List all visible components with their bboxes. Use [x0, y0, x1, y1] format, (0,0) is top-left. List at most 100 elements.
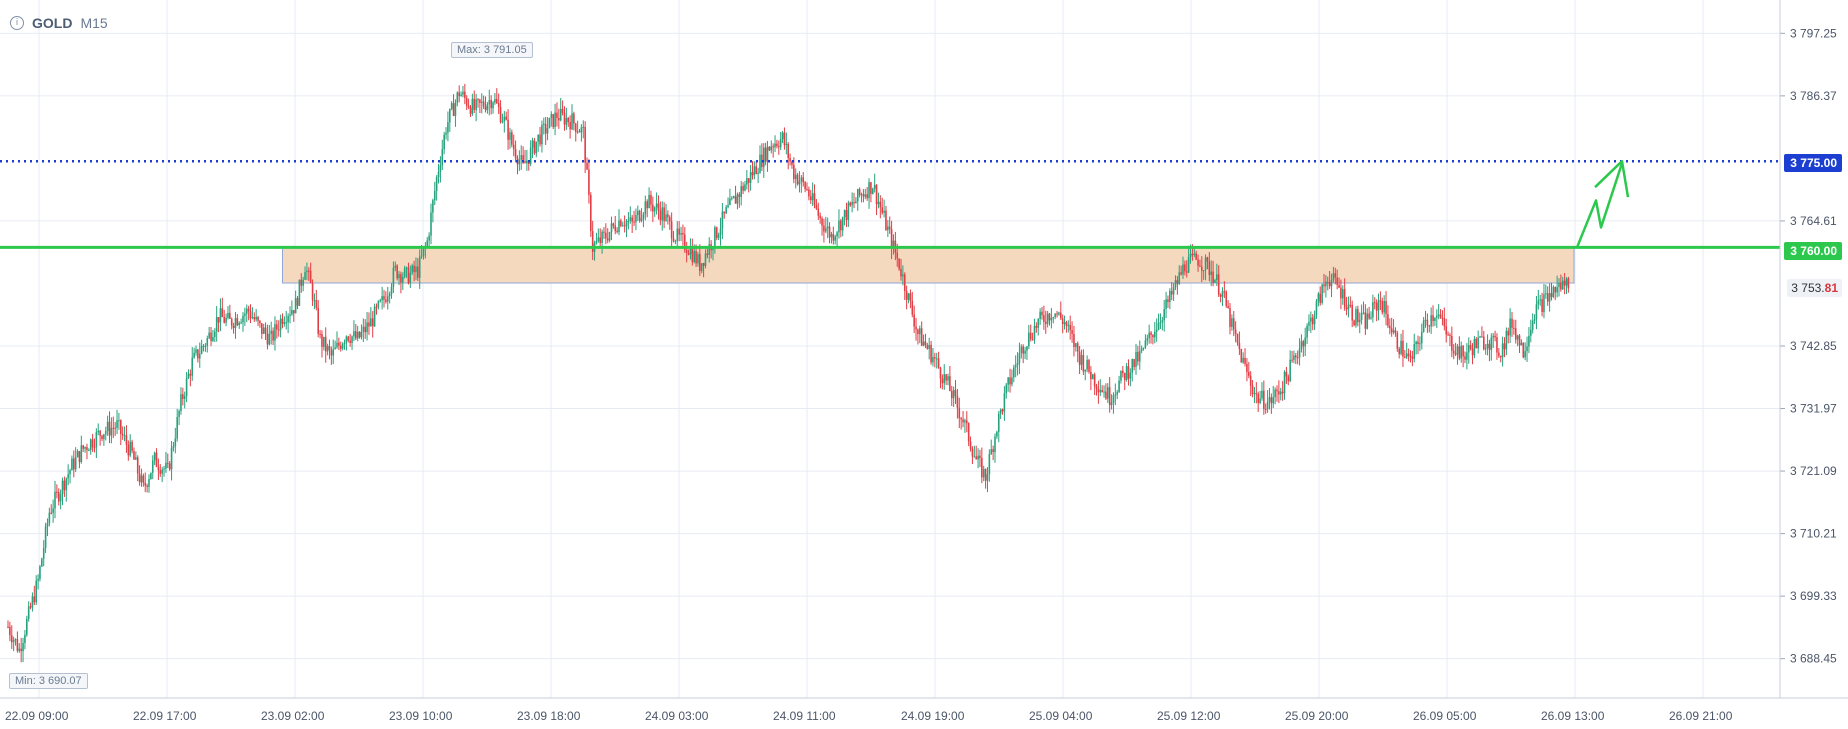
candle-body — [862, 194, 865, 197]
candle — [943, 364, 946, 390]
candle — [1415, 340, 1417, 355]
candle-body — [1048, 313, 1051, 321]
candle-body — [133, 451, 135, 460]
candle — [1383, 295, 1385, 318]
candle — [339, 341, 342, 352]
candle — [1456, 344, 1459, 365]
candle-body — [988, 454, 991, 475]
candle — [1473, 336, 1476, 359]
candle — [832, 226, 835, 245]
candle — [247, 305, 250, 321]
candle — [949, 365, 951, 392]
candle-body — [1426, 319, 1429, 326]
candle-body — [966, 420, 968, 424]
candle-body — [1159, 322, 1162, 324]
candle-body — [738, 194, 741, 198]
candle-body — [328, 346, 331, 351]
candle — [988, 449, 991, 482]
candle — [744, 181, 746, 192]
candle-body — [390, 286, 393, 294]
candle-body — [24, 634, 26, 643]
candle — [1349, 296, 1352, 308]
x-axis: 22.09 09:00 22.09 17:00 23.09 02:00 23.09 1… — [0, 697, 1848, 723]
candle — [41, 557, 43, 568]
candle-body — [208, 332, 210, 339]
candle-body — [193, 352, 195, 358]
candle — [954, 379, 957, 405]
candle — [967, 422, 970, 447]
candle-body — [1261, 390, 1263, 399]
candle-body — [766, 146, 769, 162]
info-icon[interactable]: i — [10, 16, 24, 30]
candle — [197, 348, 199, 363]
candle — [1268, 387, 1271, 410]
candle — [1436, 309, 1438, 328]
candle — [1170, 282, 1173, 301]
candle — [304, 266, 306, 281]
candle — [450, 101, 453, 111]
candle — [1546, 286, 1549, 306]
candle-body — [571, 113, 573, 130]
candle-body — [172, 446, 175, 448]
candle — [294, 290, 297, 314]
candle — [91, 433, 94, 452]
candle — [1419, 336, 1421, 352]
candle — [1511, 312, 1513, 338]
candle — [1390, 317, 1393, 337]
candle — [573, 111, 575, 131]
candle-body — [986, 474, 989, 481]
candle-body — [642, 214, 645, 219]
candle — [165, 451, 167, 473]
candle-body — [449, 108, 451, 123]
candle — [638, 209, 641, 223]
candle — [982, 465, 985, 482]
candle — [351, 335, 353, 350]
candle — [1206, 256, 1209, 270]
candle-body — [39, 566, 41, 579]
candle-body — [1024, 350, 1026, 354]
candle-body — [285, 322, 288, 324]
candle-body — [1184, 264, 1186, 272]
candle-body — [385, 299, 387, 302]
candle — [550, 111, 553, 127]
candle — [1293, 350, 1295, 364]
candle-body — [330, 350, 333, 356]
candle — [121, 426, 124, 440]
candle-body — [652, 204, 654, 212]
candle — [236, 314, 239, 327]
candle — [1050, 308, 1053, 329]
candle — [1279, 387, 1282, 401]
candle — [1090, 366, 1092, 391]
candle-body — [879, 201, 882, 208]
candle — [1364, 304, 1367, 335]
candle-body — [1537, 300, 1540, 305]
candle-body — [913, 314, 915, 327]
candle-body — [1447, 334, 1449, 336]
x-tick-label: 25.09 04:00 — [1029, 709, 1093, 723]
candle — [840, 218, 842, 238]
candle — [1016, 352, 1019, 376]
candle-body — [341, 344, 344, 349]
candle-body — [699, 254, 701, 272]
candle-body — [1398, 348, 1400, 354]
candle-body — [69, 470, 71, 475]
candle-body — [606, 238, 609, 241]
candle-body — [999, 409, 1002, 414]
candle — [338, 337, 340, 351]
candle — [872, 187, 874, 195]
candle-body — [118, 420, 120, 422]
y-tick-label: 3 699.33 — [1790, 589, 1837, 603]
candle — [1242, 352, 1244, 364]
candle — [336, 331, 338, 349]
candle — [1392, 319, 1395, 335]
current-price-fraction: 81 — [1824, 281, 1838, 295]
candle — [1445, 318, 1447, 343]
zone-layer — [281, 246, 1575, 284]
candle — [204, 342, 207, 352]
candle-body — [326, 346, 329, 352]
candle — [1035, 322, 1038, 333]
candle — [1221, 287, 1224, 307]
timeframe-label[interactable]: M15 — [80, 15, 108, 31]
candle — [33, 585, 36, 606]
